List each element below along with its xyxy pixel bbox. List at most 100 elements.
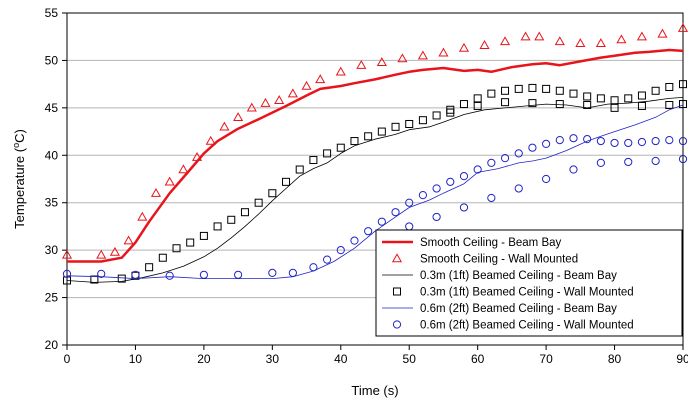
y-tick-label-20: 20 bbox=[45, 338, 59, 352]
series-6-point-11 bbox=[350, 236, 359, 245]
series-4-point-16 bbox=[309, 156, 318, 165]
series-4-point-7 bbox=[186, 238, 195, 247]
series-6-point-9 bbox=[322, 255, 332, 264]
series-2-point-32 bbox=[616, 34, 627, 44]
series-6-point-20 bbox=[473, 165, 482, 174]
series-4-point-53 bbox=[679, 100, 687, 109]
series-6-point-28 bbox=[583, 135, 592, 144]
series-4-point-41 bbox=[651, 86, 660, 95]
series-4-point-14 bbox=[282, 177, 291, 186]
series-4-point-40 bbox=[637, 91, 646, 100]
series-6-point-26 bbox=[555, 136, 564, 145]
series-6 bbox=[62, 134, 688, 280]
series-6-point-29 bbox=[596, 136, 605, 146]
series-4-point-42 bbox=[665, 82, 674, 91]
y-axis-title: Temperature (oC) bbox=[11, 129, 27, 229]
series-2-point-4 bbox=[137, 211, 148, 221]
series-4-point-43 bbox=[679, 80, 687, 89]
legend-label-5: 0.6m (2ft) Beamed Ceiling - Beam Bay bbox=[420, 303, 617, 315]
legend-marker-2 bbox=[391, 253, 403, 263]
series-2-point-34 bbox=[657, 28, 668, 38]
series-2-point-15 bbox=[287, 88, 298, 98]
x-axis-title: Time (s) bbox=[351, 383, 398, 398]
series-6-point-17 bbox=[432, 184, 441, 193]
series-6-point-14 bbox=[391, 208, 400, 217]
series-4-point-12 bbox=[254, 198, 263, 207]
series-4-point-38 bbox=[610, 96, 619, 105]
legend-label-3: 0.3m (1ft) Beamed Ceiling - Beam Bay bbox=[420, 270, 617, 282]
series-6-point-31 bbox=[624, 138, 633, 148]
x-tick-label-0: 0 bbox=[64, 352, 71, 366]
series-2-point-0 bbox=[61, 249, 73, 259]
legend-marker-4 bbox=[393, 287, 401, 296]
series-4-point-26 bbox=[446, 105, 455, 114]
legend-label-4: 0.3m (1ft) Beamed Ceiling - Wall Mounted bbox=[420, 287, 634, 299]
series-6-point-6 bbox=[268, 268, 277, 278]
series-4-point-15 bbox=[295, 165, 304, 174]
series-6-point-13 bbox=[377, 217, 386, 226]
series-4-point-9 bbox=[213, 222, 222, 231]
series-6-point-42 bbox=[569, 165, 578, 174]
series-2-point-10 bbox=[219, 121, 230, 131]
legend-symbol-4 bbox=[393, 287, 401, 296]
series-6-point-43 bbox=[596, 158, 605, 167]
series-line-5 bbox=[66, 104, 684, 280]
series-4-point-18 bbox=[336, 143, 345, 152]
series-2-point-27 bbox=[520, 31, 531, 41]
series-6-point-40 bbox=[514, 184, 523, 193]
series-2-point-19 bbox=[356, 59, 367, 69]
legend-items: Smooth Ceiling - Beam Bay Smooth Ceiling … bbox=[382, 237, 634, 332]
series-2-point-8 bbox=[191, 151, 203, 161]
series-4-point-47 bbox=[528, 99, 537, 108]
legend-label-1: Smooth Ceiling - Beam Bay bbox=[420, 237, 562, 249]
series-6-point-15 bbox=[405, 198, 414, 207]
series-6-point-34 bbox=[665, 136, 674, 145]
series-2-point-35 bbox=[677, 22, 688, 32]
series-4-point-27 bbox=[459, 100, 468, 109]
x-tick-label-50: 50 bbox=[403, 352, 417, 366]
legend-marker-6 bbox=[392, 320, 402, 329]
series-2-point-33 bbox=[636, 31, 647, 41]
series-6-point-2 bbox=[131, 270, 140, 279]
x-tick-label-30: 30 bbox=[266, 352, 280, 366]
series-4-point-48 bbox=[555, 100, 564, 109]
series-6-point-38 bbox=[459, 203, 469, 212]
series-1 bbox=[67, 48, 684, 263]
series-4-point-44 bbox=[446, 108, 455, 117]
y-tick-label-50: 50 bbox=[45, 53, 59, 67]
series-2-point-9 bbox=[205, 135, 216, 145]
series-4-point-21 bbox=[377, 127, 386, 136]
legend-label-2: Smooth Ceiling - Wall Mounted bbox=[420, 254, 578, 266]
series-4-point-36 bbox=[583, 92, 592, 101]
series-4-point-45 bbox=[473, 101, 482, 110]
series-6-point-7 bbox=[288, 268, 297, 278]
x-tick-label-10: 10 bbox=[129, 352, 143, 366]
series-4-point-37 bbox=[596, 94, 605, 103]
series-6-point-44 bbox=[624, 157, 633, 167]
series-4-point-23 bbox=[405, 119, 414, 128]
series-6-point-21 bbox=[487, 158, 496, 167]
y-tick-label-35: 35 bbox=[45, 196, 59, 210]
series-3 bbox=[66, 97, 684, 283]
series-2-point-2 bbox=[109, 246, 120, 256]
series-4-point-34 bbox=[555, 86, 564, 95]
series-6-point-32 bbox=[637, 137, 647, 147]
series-6-point-0 bbox=[62, 269, 72, 278]
series-4-point-11 bbox=[240, 208, 249, 217]
series-group bbox=[61, 22, 688, 285]
y-tick-label-25: 25 bbox=[45, 291, 59, 305]
series-6-point-27 bbox=[569, 134, 578, 143]
series-2-point-14 bbox=[274, 95, 285, 104]
series-6-point-22 bbox=[500, 154, 510, 163]
series-4-point-10 bbox=[227, 215, 236, 224]
legend: Smooth Ceiling - Beam Bay Smooth Ceiling … bbox=[375, 229, 683, 337]
series-4-point-5 bbox=[158, 253, 167, 262]
series-4-point-32 bbox=[528, 83, 537, 92]
x-tick-label-20: 20 bbox=[197, 352, 211, 366]
series-6-point-25 bbox=[542, 139, 551, 149]
series-2-point-18 bbox=[335, 66, 346, 76]
series-6-point-12 bbox=[364, 227, 373, 236]
series-4-point-52 bbox=[665, 101, 674, 110]
series-4-point-46 bbox=[501, 98, 510, 107]
series-6-point-19 bbox=[459, 172, 469, 181]
